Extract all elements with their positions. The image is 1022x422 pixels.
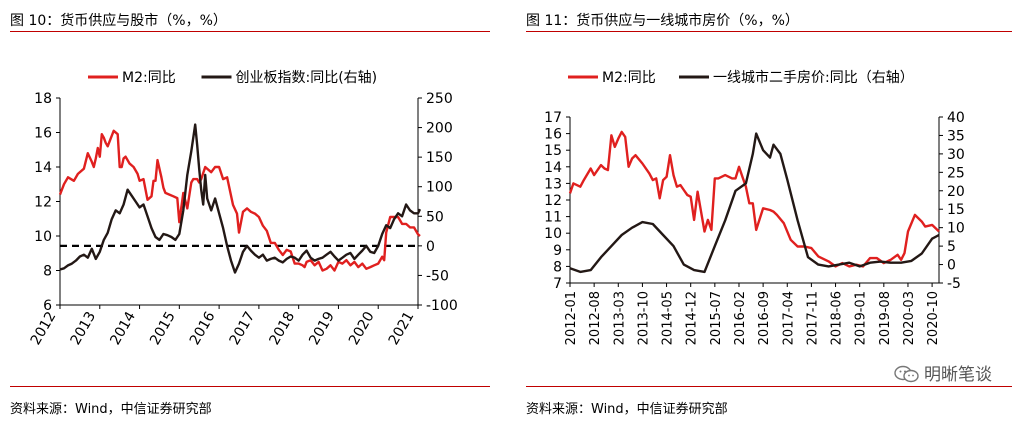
y2-tick-label: 0 <box>947 258 956 274</box>
series-line-right-axis <box>59 123 422 274</box>
y2-tick-label: 25 <box>947 165 965 181</box>
x-tick-label: 2014-05 <box>661 291 676 345</box>
y-tick-label: 12 <box>34 195 52 211</box>
source-note: 资料来源：Wind，中信证券研究部 <box>10 402 212 417</box>
y-tick-label: 7 <box>553 276 562 292</box>
y2-tick-label: 0 <box>426 239 435 255</box>
x-tick-label: 2020 <box>346 309 378 348</box>
y2-tick-label: 5 <box>947 239 956 255</box>
x-tick-label: 2017 <box>227 309 259 348</box>
figure-title: 图 10：货币供应与股市（%，%） <box>10 13 227 29</box>
x-tick-label: 2012 <box>28 309 60 348</box>
series-line-m2 <box>568 130 940 268</box>
legend-label: M2:同比 <box>122 70 176 86</box>
x-tick-label: 2013-10 <box>636 291 651 345</box>
title-rule <box>10 31 490 32</box>
y-tick-label: 8 <box>553 259 562 275</box>
x-tick-label: 2017-04 <box>781 291 796 345</box>
y-tick-label: 15 <box>544 143 562 159</box>
y2-tick-label: 15 <box>947 202 965 218</box>
y-tick-label: 12 <box>544 193 562 209</box>
x-tick-label: 2014-12 <box>685 291 700 345</box>
x-tick-label: 2019-01 <box>854 291 869 345</box>
y2-tick-label: -5 <box>947 276 961 292</box>
x-tick-label: 2012-08 <box>588 291 603 345</box>
y2-tick-label: 20 <box>947 184 965 200</box>
chart-money-supply-vs-housing: 17161514131211109874035302520151050-5201… <box>544 69 965 345</box>
x-tick-label: 2015 <box>147 309 179 348</box>
y2-tick-label: -100 <box>426 298 458 314</box>
x-tick-label: 2017-11 <box>805 291 820 345</box>
watermark-text: 明晰笔谈 <box>924 365 992 385</box>
y-tick-label: 11 <box>544 210 562 226</box>
source-note: 资料来源：Wind，中信证券研究部 <box>526 402 728 417</box>
source-rule <box>10 386 490 387</box>
x-tick-label: 2012-01 <box>564 291 579 345</box>
y2-tick-label: 35 <box>947 128 965 144</box>
y2-tick-label: 50 <box>426 209 444 225</box>
y2-tick-label: 200 <box>426 121 453 137</box>
source-rule <box>526 386 1012 387</box>
y-tick-label: 6 <box>43 298 52 314</box>
y-tick-label: 17 <box>544 110 562 126</box>
x-tick-label: 2020-10 <box>926 291 941 345</box>
legend-label: M2:同比 <box>602 70 656 86</box>
y-tick-label: 14 <box>34 160 52 176</box>
x-tick-label: 2018 <box>266 309 298 348</box>
x-tick-label: 2019-08 <box>878 291 893 345</box>
x-tick-label: 2020-03 <box>902 291 917 345</box>
x-tick-label: 2013 <box>68 309 100 348</box>
figure-11: 图 11：货币供应与一线城市房价（%，%） 17 16 15 14 13 12 11 10 9 8… <box>516 0 1022 422</box>
y-tick-label: 8 <box>43 264 52 280</box>
y-tick-label: 16 <box>544 127 562 143</box>
y-tick-label: 10 <box>544 226 562 242</box>
legend-label: 创业板指数:同比(右轴) <box>236 70 378 86</box>
x-tick-label: 2013-03 <box>612 291 627 345</box>
y2-tick-label: 10 <box>947 221 965 237</box>
series-line-right-axis <box>569 132 940 274</box>
legend-label: 一线城市二手房价:同比（右轴） <box>713 69 914 86</box>
x-tick-label: 2015-07 <box>709 291 724 345</box>
title-rule <box>526 31 1012 32</box>
y2-tick-label: 250 <box>426 91 453 107</box>
y-tick-label: 18 <box>34 91 52 107</box>
figure-10: 图 10：货币供应与股市（%，%） 18 16 14 12 10 8 6 250 200 150 1… <box>0 0 500 422</box>
watermark: 明晰笔谈 <box>894 360 992 385</box>
y2-tick-label: 30 <box>947 147 965 163</box>
x-tick-label: 2018-06 <box>830 291 845 345</box>
y2-tick-label: 100 <box>426 180 453 196</box>
y-tick-label: 10 <box>34 229 52 245</box>
y-tick-label: 14 <box>544 160 562 176</box>
y2-tick-label: 150 <box>426 150 453 166</box>
x-tick-label: 2019 <box>306 309 338 348</box>
x-tick-label: 2014 <box>107 309 139 348</box>
y2-tick-label: -50 <box>426 268 449 284</box>
figure-title: 图 11：货币供应与一线城市房价（%，%） <box>526 13 799 29</box>
x-tick-label: 2016 <box>187 309 219 348</box>
x-tick-label: 2016-02 <box>733 291 748 345</box>
wechat-icon <box>894 365 919 383</box>
x-tick-label: 2021 <box>386 309 418 348</box>
y-tick-label: 13 <box>544 176 562 192</box>
x-tick-label: 2016-09 <box>757 291 772 345</box>
y-tick-label: 9 <box>553 243 562 259</box>
series-line-m2 <box>58 129 421 272</box>
y-tick-label: 16 <box>34 126 52 142</box>
y2-tick-label: 40 <box>947 110 965 126</box>
